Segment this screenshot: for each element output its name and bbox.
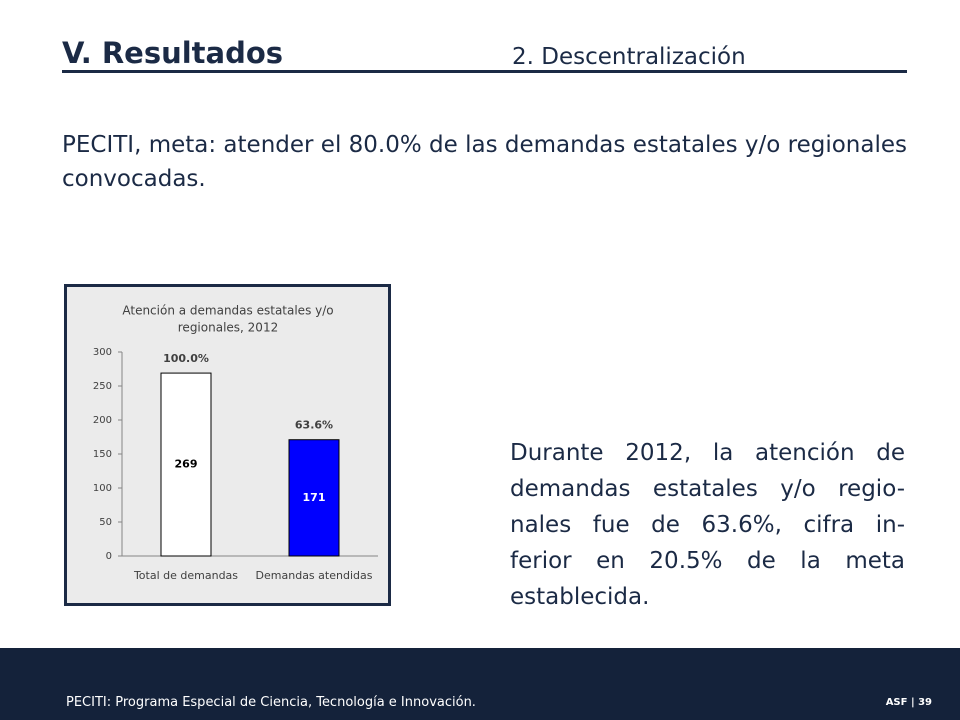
bar xyxy=(288,439,340,557)
y-tick-label: 0 xyxy=(106,551,112,562)
percent-label: 63.6% xyxy=(295,419,333,432)
note-line: Durante 2012, la atención de xyxy=(510,440,905,466)
chart-title: regionales, 2012 xyxy=(178,321,278,335)
y-tick-label: 50 xyxy=(99,517,112,528)
note-line: demandas estatales y/o regio- xyxy=(510,476,905,502)
y-tick-label: 100 xyxy=(93,483,112,494)
percent-label: 100.0% xyxy=(163,352,209,365)
y-tick-label: 200 xyxy=(93,415,112,426)
slide-title: V. Resultados xyxy=(62,36,284,70)
footer-text: PECITI: Programa Especial de Ciencia, Te… xyxy=(66,695,476,710)
chart: Atención a demandas estatales y/o regiona… xyxy=(64,284,391,606)
x-tick-label: Total de demandas xyxy=(133,569,238,582)
y-tick-label: 300 xyxy=(93,347,112,358)
chart-title: Atención a demandas estatales y/o xyxy=(122,304,333,318)
title-rule xyxy=(62,70,907,73)
value-label: 171 xyxy=(303,491,326,504)
bar xyxy=(160,372,212,557)
slide-subtitle: 2. Descentralización xyxy=(512,44,746,70)
note-text: Durante 2012, la atención de demandas est… xyxy=(510,435,905,615)
intro-text: PECITI, meta: atender el 80.0% de las de… xyxy=(62,132,907,192)
y-tick-label: 150 xyxy=(93,449,112,460)
note-line: nales fue de 63.6%, cifra in- xyxy=(510,512,905,538)
footer-band xyxy=(0,648,960,720)
page-number: ASF | 39 xyxy=(885,697,932,708)
x-tick-label: Demandas atendidas xyxy=(256,569,373,582)
y-tick-label: 250 xyxy=(93,381,112,392)
note-line: ferior en 20.5% de la meta xyxy=(510,548,905,574)
value-label: 269 xyxy=(175,458,198,471)
note-line: establecida. xyxy=(510,584,650,610)
